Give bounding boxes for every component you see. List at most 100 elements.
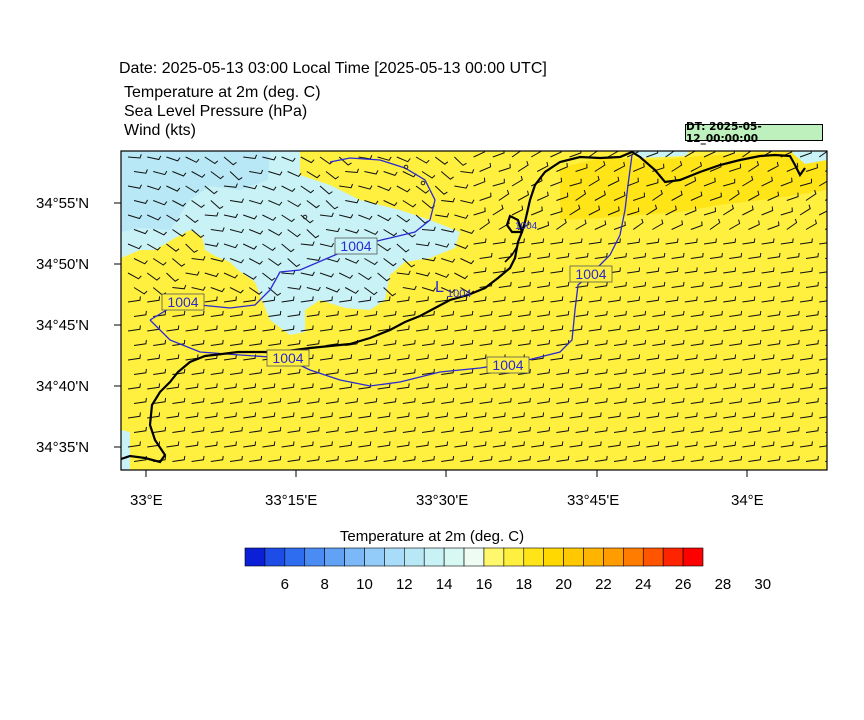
wind-barb xyxy=(191,455,205,462)
wind-barb xyxy=(646,296,660,303)
colorbar-swatch xyxy=(443,547,465,567)
wind-barb xyxy=(511,175,523,187)
wind-barb xyxy=(536,161,549,172)
wind-barb xyxy=(281,296,295,303)
wind-barb xyxy=(703,151,716,158)
wind-barb xyxy=(377,296,391,303)
wind-barb xyxy=(319,185,333,195)
colorbar-swatch xyxy=(503,547,525,567)
wind-barb xyxy=(594,161,606,172)
wind-barb xyxy=(339,383,353,390)
wind-barb xyxy=(761,176,773,187)
wind-barb xyxy=(780,441,794,448)
wind-barb xyxy=(748,281,762,288)
wind-barb xyxy=(511,325,525,332)
wind-barb xyxy=(556,218,567,230)
wind-barb xyxy=(358,325,372,332)
colorbar-swatch xyxy=(364,547,385,567)
wind-barb xyxy=(185,243,198,253)
wind-barb xyxy=(761,267,775,274)
wind-barb xyxy=(191,200,205,209)
station-marker xyxy=(403,164,409,170)
wind-barb xyxy=(306,229,320,239)
wind-barb xyxy=(780,412,794,419)
wind-barb xyxy=(435,441,449,448)
wind-barb xyxy=(556,281,570,288)
wind-barb xyxy=(613,339,627,346)
wind-barb xyxy=(415,296,429,303)
wind-barb xyxy=(127,325,141,332)
wind-barb xyxy=(454,272,469,280)
wind-barb xyxy=(172,339,186,346)
wind-barb xyxy=(223,243,239,249)
wind-barb xyxy=(805,252,819,259)
wind-barb xyxy=(300,383,314,390)
wind-barb xyxy=(517,161,529,172)
wind-barb xyxy=(473,207,486,216)
wind-barb xyxy=(742,354,756,361)
wind-barb xyxy=(473,441,487,448)
wind-barb xyxy=(473,383,487,390)
wind-barb xyxy=(325,227,340,233)
wind-barb xyxy=(127,272,142,280)
wind-barb xyxy=(665,325,679,332)
wind-barb xyxy=(594,252,608,259)
wind-barb xyxy=(268,339,282,346)
wind-barb xyxy=(153,397,167,404)
wind-barb xyxy=(300,325,314,332)
wind-barb xyxy=(633,339,647,346)
wind-barb xyxy=(441,397,455,404)
colorbar-label: 6 xyxy=(280,576,289,593)
wind-barb xyxy=(325,258,341,263)
wind-barb xyxy=(665,151,675,158)
wind-barb xyxy=(185,271,200,276)
wind-barb xyxy=(537,426,551,433)
wind-barb xyxy=(147,296,161,303)
wind-barb xyxy=(421,256,436,262)
wind-barb xyxy=(364,287,378,296)
wind-barb xyxy=(690,191,703,201)
wind-barb xyxy=(127,154,142,159)
wind-barb xyxy=(345,310,359,317)
wind-barb xyxy=(517,426,531,433)
station-marker xyxy=(302,214,308,220)
wind-barb xyxy=(223,183,238,188)
wind-barb xyxy=(703,177,716,187)
wind-barb xyxy=(364,426,378,433)
wind-barb xyxy=(665,383,679,390)
wind-barb xyxy=(153,426,167,433)
wind-barb xyxy=(588,205,601,216)
wind-barb xyxy=(627,441,641,448)
wind-barb xyxy=(652,455,666,462)
wind-barb xyxy=(434,156,449,165)
wind-barb xyxy=(454,354,468,361)
wind-barb xyxy=(383,200,398,207)
wind-barb xyxy=(479,310,493,317)
wind-barb xyxy=(537,397,551,404)
wind-barb xyxy=(786,310,800,317)
wind-barb xyxy=(268,426,282,433)
wind-barb xyxy=(460,339,474,346)
wind-barb xyxy=(243,296,257,303)
wind-barb xyxy=(435,383,449,390)
wind-barb xyxy=(358,441,372,448)
wind-barb xyxy=(402,200,417,208)
wind-barb xyxy=(627,325,641,332)
wind-barb xyxy=(723,178,736,187)
colorbar-label: 12 xyxy=(395,576,413,593)
wind-barb xyxy=(613,191,626,201)
wind-barb xyxy=(325,397,339,404)
wind-barb xyxy=(396,354,410,361)
wind-barb xyxy=(358,412,372,419)
wind-barb xyxy=(396,185,411,193)
wind-barb xyxy=(210,455,224,462)
wind-barb xyxy=(671,161,683,172)
lon-label: 34°E xyxy=(731,492,764,509)
wind-barb xyxy=(460,229,475,234)
wind-barb xyxy=(204,325,218,332)
wind-barb xyxy=(319,325,333,332)
wind-barb xyxy=(415,354,429,361)
wind-barb xyxy=(799,178,812,187)
wind-barb xyxy=(550,383,564,390)
wind-barb xyxy=(268,258,282,267)
